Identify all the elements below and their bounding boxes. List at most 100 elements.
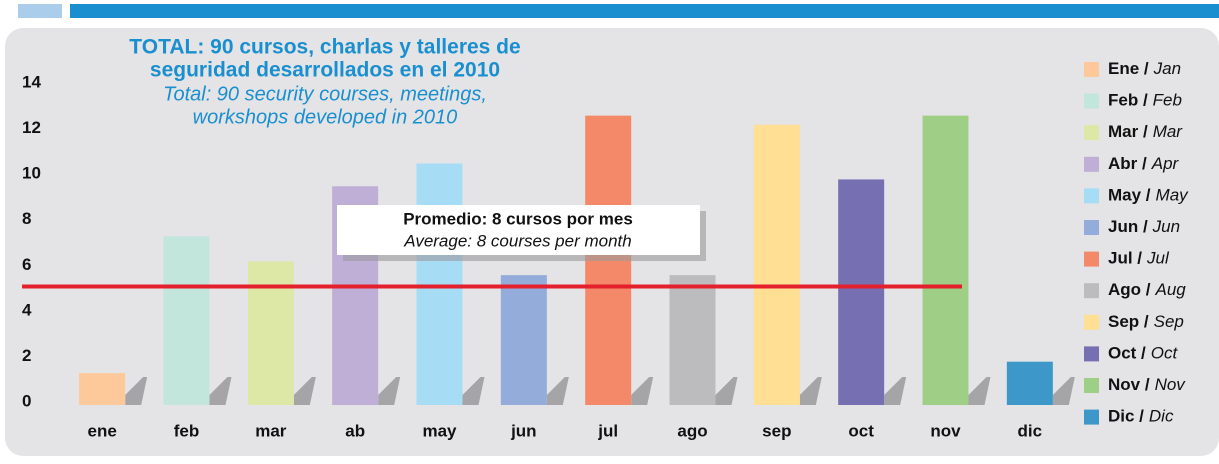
legend-label: Jul / Jul xyxy=(1108,249,1170,268)
x-tick-label: ab xyxy=(345,421,365,440)
y-tick-label: 4 xyxy=(22,300,32,319)
bar-shadow xyxy=(125,377,148,405)
legend-label: Ago / Aug xyxy=(1108,281,1186,300)
y-tick-label: 2 xyxy=(22,346,31,365)
legend-label: May / May xyxy=(1108,186,1189,205)
legend-label-es: Jun / xyxy=(1108,217,1148,236)
legend-label-en: Dic xyxy=(1149,407,1174,426)
legend-label-en: Sep xyxy=(1154,312,1184,331)
legend-label-es: Dic / xyxy=(1108,407,1144,426)
bar-shadow xyxy=(968,377,991,405)
legend-label-en: Aug xyxy=(1155,281,1187,300)
legend-label-en: Jan xyxy=(1153,59,1181,78)
legend-label-en: Nov xyxy=(1155,375,1187,394)
legend-swatch xyxy=(1084,283,1099,299)
legend-label-es: May / xyxy=(1108,186,1151,205)
bar-shadow xyxy=(715,377,738,405)
x-tick-label: mar xyxy=(255,421,287,440)
bar xyxy=(247,261,294,405)
legend-label-en: May xyxy=(1156,186,1190,205)
annotation-subtitle: Average: 8 courses per month xyxy=(403,231,631,250)
legend-label-es: Oct / xyxy=(1108,344,1146,363)
legend-swatch xyxy=(1084,409,1099,425)
legend-label-en: Jul xyxy=(1146,249,1170,268)
legend-swatch xyxy=(1084,251,1099,267)
legend-swatch xyxy=(1084,314,1099,330)
bar-shadow xyxy=(293,377,316,405)
legend-swatch xyxy=(1084,156,1099,172)
legend-label-es: Ago / xyxy=(1108,281,1151,300)
bar-shadow xyxy=(631,377,654,405)
y-tick-label: 0 xyxy=(22,391,31,410)
legend-swatch xyxy=(1084,62,1099,77)
bar-shadow xyxy=(799,377,822,405)
annotation-title: Promedio: 8 cursos por mes xyxy=(403,209,633,228)
chart-title: TOTAL: 90 cursos, charlas y talleres de xyxy=(129,36,520,59)
bar-shadow xyxy=(1052,377,1075,405)
x-tick-label: nov xyxy=(930,421,961,440)
legend-label: Nov / Nov xyxy=(1108,375,1186,394)
header-bar xyxy=(70,4,1219,18)
legend-swatch xyxy=(1084,188,1099,204)
legend-swatch xyxy=(1084,220,1099,235)
legend-label: Sep / Sep xyxy=(1108,312,1184,331)
x-tick-label: sep xyxy=(762,421,791,440)
bar xyxy=(163,236,210,405)
legend-label-es: Sep / xyxy=(1108,312,1149,331)
bar xyxy=(1006,361,1053,405)
legend-swatch xyxy=(1084,93,1099,109)
y-tick-label: 8 xyxy=(22,209,31,228)
legend-label-en: Mar xyxy=(1153,123,1184,142)
bar xyxy=(669,275,716,405)
legend-label: Jun / Jun xyxy=(1108,217,1180,236)
legend-swatch xyxy=(1084,346,1099,362)
legend-label: Abr / Apr xyxy=(1108,154,1180,173)
legend-label-en: Apr xyxy=(1151,154,1180,173)
bar-shadow xyxy=(462,377,485,405)
legend-swatch xyxy=(1084,378,1099,393)
y-tick-label: 6 xyxy=(22,255,31,274)
legend-label-en: Feb xyxy=(1153,91,1182,110)
bar xyxy=(922,115,969,405)
legend-label-es: Abr / xyxy=(1108,154,1147,173)
bar xyxy=(500,275,547,405)
chart-subtitle: workshops developed in 2010 xyxy=(193,106,458,128)
x-tick-label: feb xyxy=(174,421,200,440)
legend-label: Ene / Jan xyxy=(1108,59,1181,78)
legend-label: Dic / Dic xyxy=(1108,407,1174,426)
y-tick-label: 14 xyxy=(22,72,41,91)
x-tick-label: ene xyxy=(88,421,117,440)
legend-swatch xyxy=(1084,125,1099,141)
x-tick-label: jun xyxy=(510,421,537,440)
bar xyxy=(416,163,463,405)
bar-shadow xyxy=(884,377,907,405)
legend-label: Feb / Feb xyxy=(1108,91,1182,110)
y-tick-label: 10 xyxy=(22,164,41,183)
bar xyxy=(753,124,800,405)
header-tab xyxy=(18,4,62,18)
legend-label-es: Feb / xyxy=(1108,91,1148,110)
x-tick-label: oct xyxy=(848,421,874,440)
legend-label-es: Jul / xyxy=(1108,249,1142,268)
bar-shadow xyxy=(546,377,569,405)
y-tick-label: 12 xyxy=(22,118,41,137)
legend-label: Mar / Mar xyxy=(1108,123,1183,142)
bar xyxy=(838,179,885,405)
legend-label-es: Mar / xyxy=(1108,123,1148,142)
legend-label: Oct / Oct xyxy=(1108,344,1179,363)
legend-label-en: Oct xyxy=(1151,344,1179,363)
bar xyxy=(79,373,126,405)
legend-label-en: Jun xyxy=(1152,217,1180,236)
bar-shadow xyxy=(378,377,401,405)
legend-label-es: Nov / xyxy=(1108,375,1150,394)
x-tick-label: jul xyxy=(597,421,618,440)
bar-shadow xyxy=(209,377,232,405)
x-tick-label: ago xyxy=(677,421,707,440)
annotation-box xyxy=(337,205,700,255)
x-tick-label: dic xyxy=(1018,421,1043,440)
chart-subtitle: Total: 90 security courses, meetings, xyxy=(163,83,487,105)
legend-label-es: Ene / xyxy=(1108,59,1149,78)
chart-title: seguridad desarrollados en el 2010 xyxy=(150,59,500,82)
x-tick-label: may xyxy=(422,421,457,440)
